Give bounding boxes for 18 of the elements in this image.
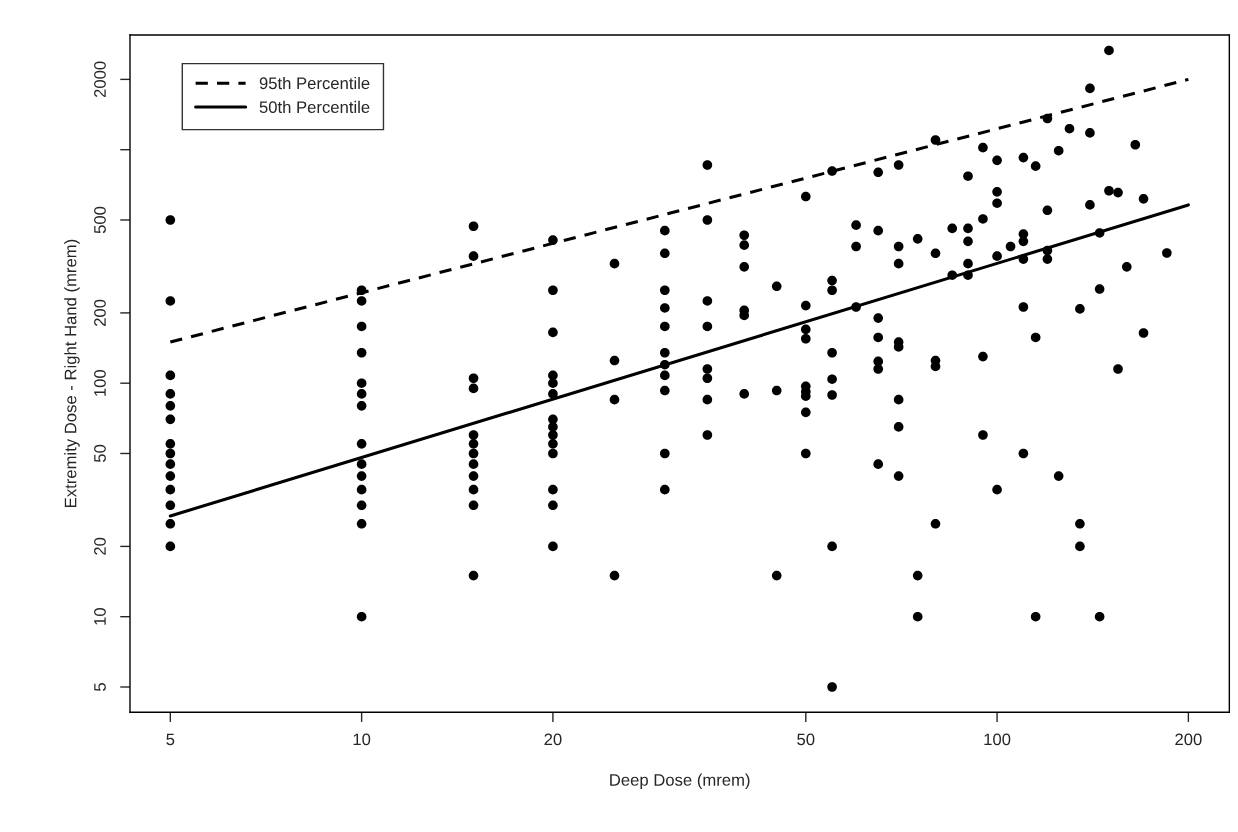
y-tick-label: 20 [94, 537, 106, 555]
y-tick-label: 500 [94, 206, 106, 234]
x-axis-title: Deep Dose (mrem) [610, 773, 750, 790]
y-tick-label: 5 [94, 683, 106, 691]
y-tick-label: 200 [94, 299, 106, 326]
x-tick-label: 50 [797, 733, 815, 746]
x-tick-label: 100 [984, 733, 1011, 746]
y-tick-label: 2000 [94, 61, 106, 98]
y-tick-label: 50 [94, 444, 106, 463]
legend-label: 95th Percentile [259, 76, 370, 90]
x-tick-label: 5 [166, 733, 175, 746]
y-tick-label: 10 [94, 608, 106, 625]
x-tick-label: 20 [544, 733, 562, 746]
legend-label: 50th Percentile [259, 100, 370, 114]
x-tick-label: 200 [1175, 733, 1202, 746]
x-tick-label: 10 [353, 733, 371, 746]
y-axis-title: Extremity Dose - Right Hand (mrem) [64, 239, 80, 507]
y-tick-label: 100 [94, 369, 106, 396]
